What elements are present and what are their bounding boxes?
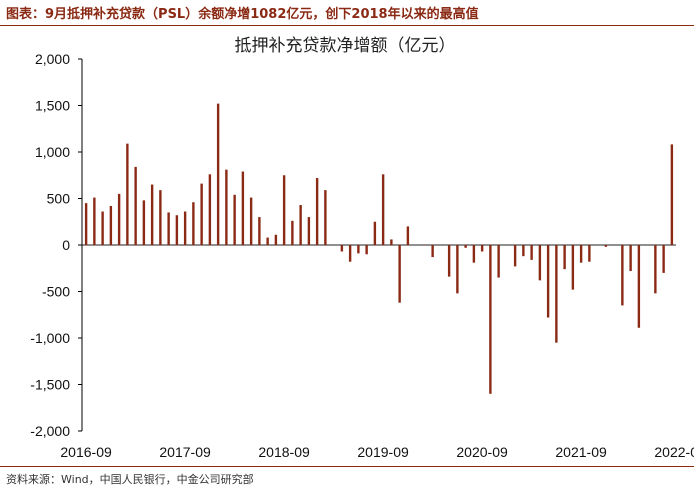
- header-divider: [0, 25, 694, 26]
- footer-divider: [0, 466, 694, 467]
- bar-chart: 抵押补充贷款净增额（亿元） -2,000 -1,500 -1,000 -500 0 500 1…: [30, 36, 694, 460]
- source-note: 资料来源：Wind，中国人民银行，中金公司研究部: [6, 473, 254, 486]
- x-tick-label: 2016-09: [60, 444, 112, 460]
- bar: [629, 245, 632, 272]
- y-tick-label: -1,000: [30, 330, 70, 346]
- bar: [315, 178, 319, 245]
- bar: [183, 211, 187, 245]
- bar: [167, 212, 170, 245]
- x-tick-label: 2022-09: [654, 444, 694, 460]
- bar: [93, 197, 96, 245]
- y-tick-label: 500: [47, 191, 71, 207]
- bar: [579, 245, 583, 263]
- bar: [216, 103, 220, 245]
- bar: [291, 220, 294, 245]
- bar: [662, 245, 665, 273]
- bar: [192, 202, 195, 245]
- y-tick-label: -500: [42, 284, 70, 300]
- y-tick-label: -1,500: [30, 377, 70, 393]
- bar: [555, 245, 558, 343]
- bar: [381, 174, 385, 245]
- bar: [117, 193, 121, 245]
- bar: [134, 166, 137, 245]
- bar: [307, 217, 311, 245]
- bar: [225, 169, 228, 245]
- bar: [563, 245, 566, 270]
- bar: [637, 245, 641, 328]
- bar: [126, 143, 129, 245]
- bar: [447, 245, 451, 277]
- y-tick-label: 1,500: [35, 98, 70, 114]
- bar: [522, 245, 525, 257]
- figure-header: 图表：9月抵押补充贷款（PSL）余额净增1082亿元，创下2018年以来的最高值: [0, 0, 694, 26]
- bar: [233, 194, 236, 245]
- figure-title: 图表：9月抵押补充贷款（PSL）余额净增1082亿元，创下2018年以来的最高值: [6, 7, 479, 22]
- bar: [489, 245, 492, 394]
- bar: [670, 144, 674, 245]
- bar: [109, 205, 113, 245]
- bar: [200, 183, 203, 245]
- bar: [324, 190, 327, 245]
- y-tick-label: -2,000: [30, 423, 70, 439]
- bar: [497, 245, 500, 278]
- bar: [546, 245, 550, 318]
- bar: [175, 215, 179, 245]
- bar: [456, 245, 459, 294]
- bar: [390, 239, 393, 245]
- bar: [654, 245, 657, 294]
- bar: [480, 245, 484, 252]
- bar: [423, 245, 426, 246]
- bar: [241, 171, 245, 245]
- y-tick-label: 2,000: [35, 51, 70, 67]
- bar: [398, 245, 401, 303]
- bar: [472, 245, 476, 263]
- bar: [101, 211, 104, 245]
- y-tick-label: 1,000: [35, 144, 70, 160]
- bar: [84, 203, 88, 245]
- bar: [604, 245, 608, 247]
- y-tick-label: 0: [62, 237, 70, 253]
- bar: [406, 226, 410, 245]
- bar: [258, 217, 261, 245]
- x-tick-label: 2018-09: [258, 444, 310, 460]
- bar: [431, 245, 434, 258]
- bar: [282, 175, 286, 245]
- bar: [340, 245, 344, 252]
- bar: [249, 197, 253, 245]
- bar: [513, 245, 517, 267]
- bar: [621, 245, 624, 306]
- bar: [348, 245, 352, 262]
- bar: [365, 245, 368, 255]
- chart-title: 抵押补充贷款净增额（亿元）: [235, 36, 456, 55]
- bar: [571, 245, 575, 290]
- bar: [538, 245, 542, 281]
- bar: [299, 205, 302, 245]
- bar: [142, 200, 146, 245]
- bar: [266, 237, 269, 245]
- x-tick-label: 2019-09: [357, 444, 409, 460]
- bar: [208, 174, 212, 245]
- x-tick-label: 2017-09: [159, 444, 211, 460]
- bar: [588, 245, 591, 262]
- bar: [373, 221, 377, 245]
- bar: [150, 184, 154, 245]
- x-tick-label: 2020-09: [456, 444, 508, 460]
- bar: [357, 245, 360, 254]
- bar: [274, 234, 278, 245]
- bar: [530, 245, 533, 260]
- x-tick-label: 2021-09: [555, 444, 607, 460]
- bar: [159, 190, 162, 245]
- chart-container: 抵押补充贷款净增额（亿元） -2,000 -1,500 -1,000 -500 0 500 1…: [0, 27, 694, 463]
- bar: [464, 245, 467, 248]
